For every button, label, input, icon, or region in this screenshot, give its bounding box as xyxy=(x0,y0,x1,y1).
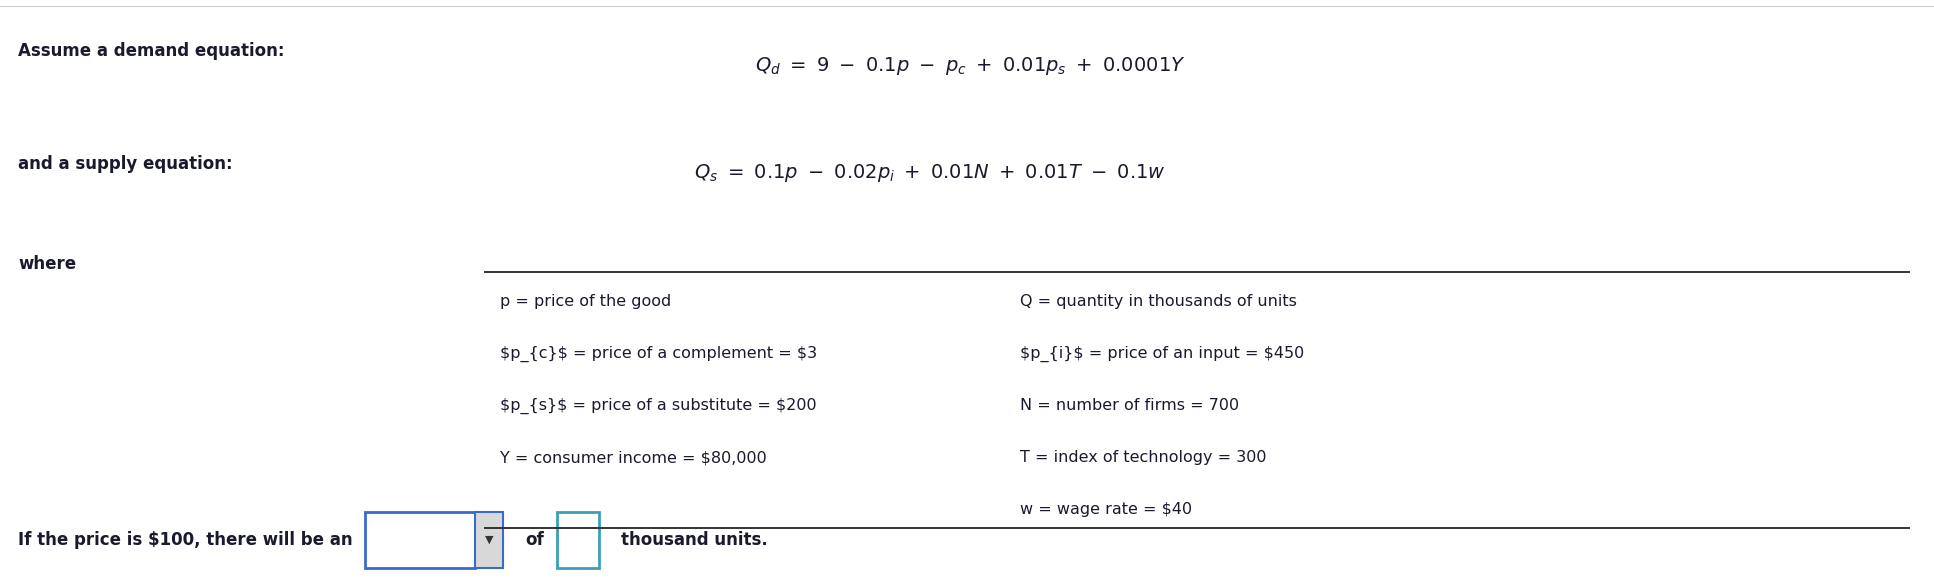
Text: where: where xyxy=(17,255,75,273)
Text: Assume a demand equation:: Assume a demand equation: xyxy=(17,42,284,60)
Bar xyxy=(557,512,600,568)
Text: $p_{c}$ = price of a complement = $3: $p_{c}$ = price of a complement = $3 xyxy=(501,346,818,362)
Text: T = index of technology = 300: T = index of technology = 300 xyxy=(1019,450,1267,465)
Text: w = wage rate = $40: w = wage rate = $40 xyxy=(1019,502,1191,517)
Text: ▼: ▼ xyxy=(485,535,493,545)
Text: $Q_s\ =\ 0.1p\ -\ 0.02p_i\ +\ 0.01N\ +\ 0.01T\ -\ 0.1w$: $Q_s\ =\ 0.1p\ -\ 0.02p_i\ +\ 0.01N\ +\ … xyxy=(694,162,1166,184)
Text: p = price of the good: p = price of the good xyxy=(501,294,671,309)
Text: Y = consumer income = $80,000: Y = consumer income = $80,000 xyxy=(501,450,766,465)
Text: $p_{s}$ = price of a substitute = $200: $p_{s}$ = price of a substitute = $200 xyxy=(501,398,816,414)
Bar xyxy=(476,512,503,568)
Text: thousand units.: thousand units. xyxy=(621,531,768,549)
Text: Q = quantity in thousands of units: Q = quantity in thousands of units xyxy=(1019,294,1298,309)
Text: N = number of firms = 700: N = number of firms = 700 xyxy=(1019,398,1240,413)
Text: $p_{i}$ = price of an input = $450: $p_{i}$ = price of an input = $450 xyxy=(1019,346,1304,362)
Text: If the price is $100, there will be an: If the price is $100, there will be an xyxy=(17,531,352,549)
Text: of: of xyxy=(524,531,543,549)
Text: and a supply equation:: and a supply equation: xyxy=(17,155,232,173)
Bar xyxy=(366,512,476,568)
Text: $Q_d\ =\ 9\ -\ 0.1p\ -\ p_c\ +\ 0.01p_s\ +\ 0.0001Y$: $Q_d\ =\ 9\ -\ 0.1p\ -\ p_c\ +\ 0.01p_s\… xyxy=(754,55,1186,77)
